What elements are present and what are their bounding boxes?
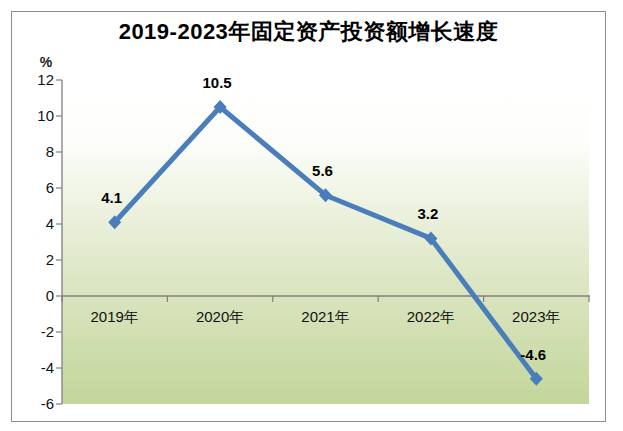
data-point-label: 3.2 xyxy=(376,205,480,223)
chart-title: 2019-2023年固定资产投资额增长速度 xyxy=(11,17,606,47)
y-tick-label: 8 xyxy=(18,143,54,161)
y-tick-label: -6 xyxy=(18,395,54,413)
y-axis-unit-label: % xyxy=(30,54,62,70)
data-point-label: -4.6 xyxy=(481,346,585,364)
y-tick-label: 12 xyxy=(18,71,54,89)
data-point-label: 5.6 xyxy=(271,162,375,180)
y-tick-label: 6 xyxy=(18,179,54,197)
x-axis-label: 2019年 xyxy=(63,308,167,326)
y-tick-label: 0 xyxy=(18,287,54,305)
chart-canvas: 2019-2023年固定资产投资额增长速度 % 12 10 8 6 4 2 0 -2 -4 -6 2… xyxy=(0,0,623,431)
y-tick-label: 10 xyxy=(18,107,54,125)
x-axis-label: 2023年 xyxy=(484,308,588,326)
x-axis-label: 2021年 xyxy=(274,308,378,326)
data-point-label: 4.1 xyxy=(60,189,164,207)
data-point-label: 10.5 xyxy=(165,74,269,92)
y-tick-label: 2 xyxy=(18,251,54,269)
y-tick-label: -2 xyxy=(18,323,54,341)
x-axis-label: 2022年 xyxy=(379,308,483,326)
y-tick-label: -4 xyxy=(18,359,54,377)
x-axis-label: 2020年 xyxy=(168,308,272,326)
y-tick-label: 4 xyxy=(18,215,54,233)
